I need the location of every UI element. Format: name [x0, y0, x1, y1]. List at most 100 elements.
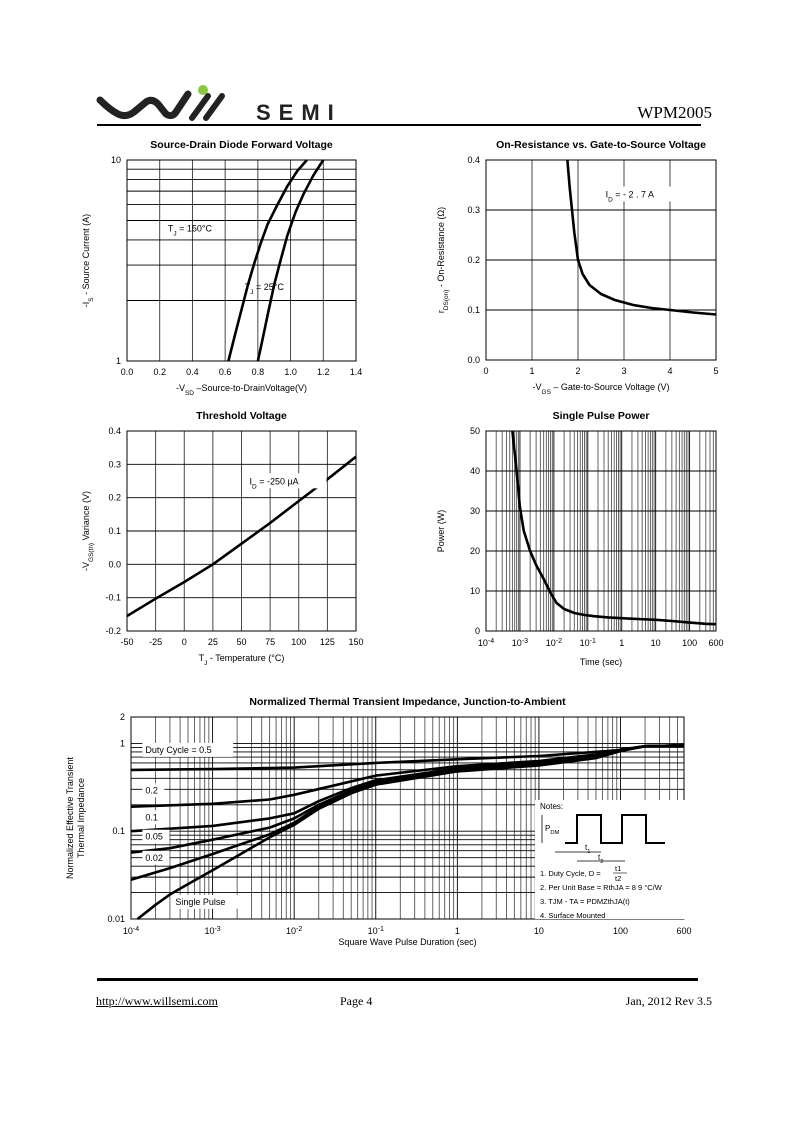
x-tick-label-0: -50 — [120, 637, 133, 647]
x-tick-exp: -3 — [522, 638, 528, 645]
series-label-5: Single Pulse — [175, 897, 225, 907]
y-tick-label-0: 0.01 — [107, 914, 125, 924]
x-tick-label-3: 10-1 — [580, 638, 596, 649]
charts-canvas: Source-Drain Diode Forward Voltage 0.0 0.2… — [65, 139, 724, 947]
y-axis-label-main: r — [436, 310, 446, 313]
y-tick-label-1: -0.1 — [105, 593, 121, 603]
series-label-1-main: T — [245, 282, 251, 292]
x-tick-base: 1 — [455, 926, 460, 936]
x-tick-base: 10 — [512, 638, 522, 648]
y-axis-label: -IS - Source Current (A) — [81, 214, 95, 307]
x-tick-label-0: 10-4 — [123, 926, 139, 937]
y-tick-label-3: 2 — [120, 712, 125, 722]
series-label-4: 0.02 — [145, 853, 163, 863]
series-label-bg-0 — [142, 742, 234, 757]
x-axis-label-rest: – Gate-to-Source Voltage (V) — [551, 382, 670, 392]
x-tick-base: 10 — [204, 926, 214, 936]
series-label-1: TJ = 25°C — [245, 282, 285, 296]
t1-label-sub: 1 — [587, 849, 590, 855]
grid — [126, 159, 357, 362]
x-tick-label-4: 50 — [236, 637, 246, 647]
y-axis-label-main: -I — [81, 302, 91, 308]
x-tick-base: 10 — [286, 926, 296, 936]
x-tick-label-0: 0.0 — [121, 367, 134, 377]
t2-label: t2 — [598, 853, 603, 865]
pulse-waveform-icon — [565, 814, 665, 844]
x-axis-label: Square Wave Pulse Duration (sec) — [338, 937, 476, 947]
chart-title: Normalized Thermal Transient Impedance, … — [249, 696, 566, 708]
series-label-2: 0.1 — [145, 812, 158, 822]
x-axis-label: -VSD –Source-to-DrainVoltage(V) — [176, 383, 307, 397]
x-tick-label-4: 1 — [619, 638, 624, 648]
note-frac-den: t2 — [615, 874, 621, 883]
chart-source-drain: Source-Drain Diode Forward Voltage 0.0 0.2… — [81, 139, 362, 397]
y-tick-label-2: 0.0 — [108, 559, 121, 569]
x-axis-label-rest: - Temperature (°C) — [207, 653, 284, 663]
chart-thermal-impedance: Normalized Thermal Transient Impedance, … — [65, 696, 692, 947]
plot-frame — [485, 159, 717, 361]
y-axis-label: rDS(on) - On-Resistance (Ω) — [436, 207, 450, 313]
x-tick-label-1: 10-3 — [512, 638, 528, 649]
y-tick-label-0: -0.2 — [105, 626, 121, 636]
y-tick-label-0: 0 — [475, 626, 480, 636]
x-tick-label-7: 600 — [676, 926, 691, 936]
x-tick-label-4: 4 — [667, 366, 672, 376]
series-line-0 — [511, 430, 717, 626]
series-label-0-rest: = 150°C — [177, 224, 213, 234]
annotation-label-main: I — [606, 190, 609, 200]
pdm-label-main: P — [545, 824, 550, 833]
y-axis-label-rest: - Source Current (A) — [81, 214, 91, 298]
series-label-0-sub: J — [173, 230, 176, 237]
logo-slash-2 — [203, 93, 225, 121]
revision-date: Jan, 2012 Rev 3.5 — [625, 994, 712, 1008]
series-label-3: 0.05 — [145, 832, 163, 842]
x-axis-label-sub: J — [204, 660, 207, 667]
x-tick-exp: -4 — [488, 638, 494, 645]
x-tick-label-7: 125 — [320, 637, 335, 647]
logo-wave-mark — [96, 90, 192, 120]
y-axis-label-sub: GS(th) — [88, 543, 95, 562]
series-label-1-sub: J — [250, 289, 253, 296]
x-tick-label-1: 10-3 — [204, 926, 220, 937]
x-axis-label-sub: GS — [542, 389, 552, 396]
x-tick-label-2: 10-2 — [286, 926, 302, 937]
x-tick-label-0: 10-4 — [478, 638, 494, 649]
t2-label-main: t — [598, 853, 601, 862]
series-label-bg-3 — [142, 829, 170, 844]
series-label-0: TJ = 150°C — [168, 224, 213, 238]
y-axis-label-sub: S — [88, 297, 95, 302]
x-tick-base: 600 — [676, 926, 691, 936]
annotation-label-sub: D — [252, 483, 257, 490]
x-axis-label-rest: –Source-to-DrainVoltage(V) — [194, 383, 307, 393]
website-link[interactable]: http://www.willsemi.com — [96, 994, 218, 1008]
y-tick-label-1: 0.1 — [467, 305, 480, 315]
x-tick-label-7: 600 — [708, 638, 723, 648]
note-item-0: 1. Duty Cycle, D = — [540, 869, 601, 878]
annotation-label: ID = - 2 . 7 A — [606, 190, 654, 204]
y-tick-label-4: 0.2 — [108, 493, 121, 503]
series-line-1 — [256, 159, 325, 362]
x-tick-base: 10 — [534, 926, 544, 936]
x-axis-label: -VGS – Gate-to-Source Voltage (V) — [533, 382, 670, 396]
notes-bg — [535, 800, 685, 919]
series-label-1: 0.2 — [145, 785, 158, 795]
x-tick-label-3: 25 — [208, 637, 218, 647]
y-tick-label-5: 0.3 — [108, 459, 121, 469]
page-number: Page 4 — [340, 994, 373, 1008]
x-axis-label-main: -V — [533, 382, 542, 392]
annotation-bg — [602, 186, 683, 202]
annotation-label-sub: D — [608, 196, 613, 203]
x-tick-label-7: 1.4 — [350, 367, 363, 377]
y-tick-label-4: 40 — [470, 466, 480, 476]
y-tick-label-3: 30 — [470, 506, 480, 516]
note-item-3: 4. Surface Mounted — [540, 911, 605, 920]
y-axis-label: -VGS(th) Variance (V) — [81, 491, 95, 571]
logo-slash-1 — [189, 93, 211, 121]
plot-frame — [485, 430, 717, 632]
series-line-0 — [227, 159, 308, 362]
y-axis-label: Power (W) — [436, 510, 446, 553]
x-tick-label-3: 10-1 — [368, 926, 384, 937]
series-label-0-main: T — [168, 224, 174, 234]
x-tick-exp: -1 — [590, 638, 596, 645]
series-label-bg-1 — [142, 783, 165, 798]
